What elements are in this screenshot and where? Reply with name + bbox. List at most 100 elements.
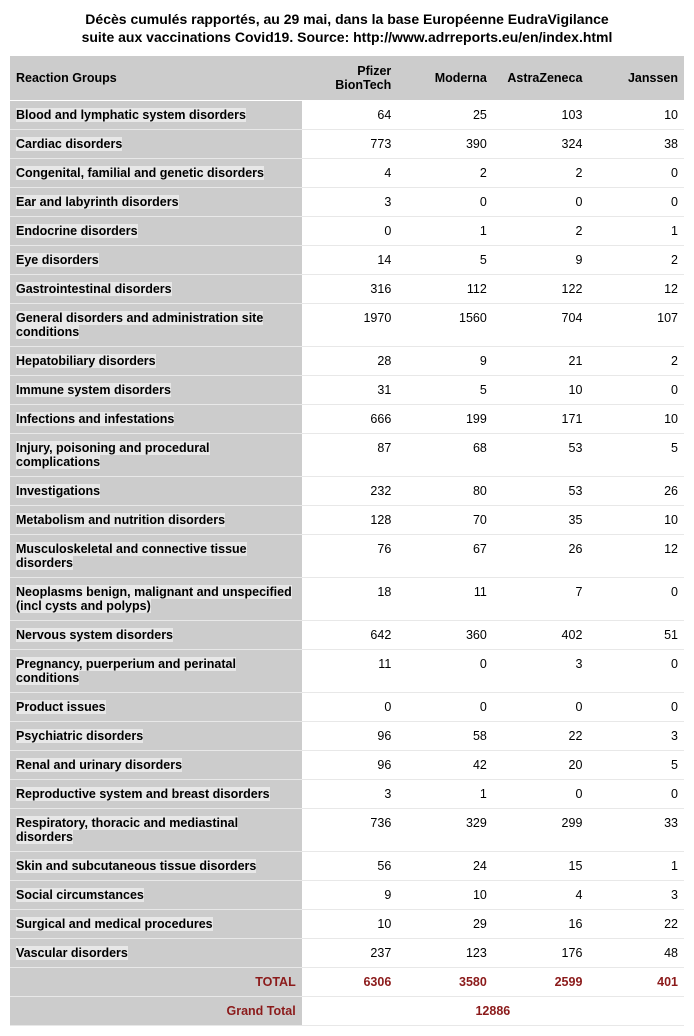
row-label: Immune system disorders — [10, 376, 302, 405]
row-label: Congenital, familial and genetic disorde… — [10, 159, 302, 188]
col-header-janssen: Janssen — [588, 56, 684, 101]
total-value: 2599 — [493, 968, 589, 997]
cell-value: 58 — [397, 722, 493, 751]
cell-value: 5 — [588, 751, 684, 780]
table-row: Neoplasms benign, malignant and unspecif… — [10, 578, 684, 621]
cell-value: 68 — [397, 434, 493, 477]
cell-value: 33 — [588, 809, 684, 852]
cell-value: 10 — [493, 376, 589, 405]
cell-value: 22 — [588, 910, 684, 939]
cell-value: 360 — [397, 621, 493, 650]
row-label: Musculoskeletal and connective tissue di… — [10, 535, 302, 578]
cell-value: 2 — [397, 159, 493, 188]
cell-value: 2 — [588, 347, 684, 376]
cell-value: 3 — [302, 780, 398, 809]
cell-value: 10 — [397, 881, 493, 910]
row-label: Ear and labyrinth disorders — [10, 188, 302, 217]
cell-value: 0 — [493, 780, 589, 809]
cell-value: 22 — [493, 722, 589, 751]
table-row: Congenital, familial and genetic disorde… — [10, 159, 684, 188]
cell-value: 42 — [397, 751, 493, 780]
cell-value: 704 — [493, 304, 589, 347]
col-header-reaction-groups: Reaction Groups — [10, 56, 302, 101]
row-label: Injury, poisoning and procedural complic… — [10, 434, 302, 477]
cell-value: 4 — [493, 881, 589, 910]
row-label: Gastrointestinal disorders — [10, 275, 302, 304]
cell-value: 80 — [397, 477, 493, 506]
cell-value: 199 — [397, 405, 493, 434]
cell-value: 76 — [302, 535, 398, 578]
cell-value: 3 — [588, 722, 684, 751]
cell-value: 123 — [397, 939, 493, 968]
cell-value: 10 — [302, 910, 398, 939]
cell-value: 5 — [588, 434, 684, 477]
row-label: Vascular disorders — [10, 939, 302, 968]
cell-value: 1 — [588, 217, 684, 246]
cell-value: 3 — [493, 650, 589, 693]
cell-value: 12 — [588, 275, 684, 304]
row-label: Product issues — [10, 693, 302, 722]
total-value: 401 — [588, 968, 684, 997]
table-row: General disorders and administration sit… — [10, 304, 684, 347]
row-label: Psychiatric disorders — [10, 722, 302, 751]
cell-value: 87 — [302, 434, 398, 477]
cell-value: 26 — [588, 477, 684, 506]
row-label: Hepatobiliary disorders — [10, 347, 302, 376]
table-row: Infections and infestations66619917110 — [10, 405, 684, 434]
col-header-astrazeneca: AstraZeneca — [493, 56, 589, 101]
table-row: Eye disorders14592 — [10, 246, 684, 275]
total-row: TOTAL630635802599401 — [10, 968, 684, 997]
grand-total-row: Grand Total12886 — [10, 997, 684, 1026]
table-row: Reproductive system and breast disorders… — [10, 780, 684, 809]
total-value: 3580 — [397, 968, 493, 997]
row-label: Metabolism and nutrition disorders — [10, 506, 302, 535]
cell-value: 329 — [397, 809, 493, 852]
table-row: Nervous system disorders64236040251 — [10, 621, 684, 650]
table-row: Metabolism and nutrition disorders128703… — [10, 506, 684, 535]
cell-value: 67 — [397, 535, 493, 578]
cell-value: 0 — [302, 217, 398, 246]
cell-value: 7 — [493, 578, 589, 621]
cell-value: 316 — [302, 275, 398, 304]
cell-value: 25 — [397, 101, 493, 130]
cell-value: 48 — [588, 939, 684, 968]
cell-value: 232 — [302, 477, 398, 506]
cell-value: 21 — [493, 347, 589, 376]
cell-value: 16 — [493, 910, 589, 939]
cell-value: 70 — [397, 506, 493, 535]
cell-value: 0 — [397, 650, 493, 693]
cell-value: 107 — [588, 304, 684, 347]
cell-value: 0 — [588, 693, 684, 722]
cell-value: 1970 — [302, 304, 398, 347]
cell-value: 176 — [493, 939, 589, 968]
header-row: Reaction Groups Pfizer BionTech Moderna … — [10, 56, 684, 101]
cell-value: 390 — [397, 130, 493, 159]
cell-value: 324 — [493, 130, 589, 159]
cell-value: 103 — [493, 101, 589, 130]
cell-value: 0 — [493, 188, 589, 217]
cell-value: 4 — [302, 159, 398, 188]
cell-value: 122 — [493, 275, 589, 304]
cell-value: 0 — [493, 693, 589, 722]
cell-value: 2 — [493, 217, 589, 246]
cell-value: 96 — [302, 751, 398, 780]
grand-total-label: Grand Total — [10, 997, 302, 1026]
row-label: Infections and infestations — [10, 405, 302, 434]
row-label: Investigations — [10, 477, 302, 506]
cell-value: 1 — [397, 780, 493, 809]
row-label: Endocrine disorders — [10, 217, 302, 246]
cell-value: 53 — [493, 477, 589, 506]
cell-value: 1560 — [397, 304, 493, 347]
table-row: Social circumstances91043 — [10, 881, 684, 910]
cell-value: 51 — [588, 621, 684, 650]
cell-value: 35 — [493, 506, 589, 535]
table-row: Vascular disorders23712317648 — [10, 939, 684, 968]
cell-value: 0 — [588, 376, 684, 405]
col-header-moderna: Moderna — [397, 56, 493, 101]
row-label: Blood and lymphatic system disorders — [10, 101, 302, 130]
cell-value: 0 — [302, 693, 398, 722]
total-label: TOTAL — [10, 968, 302, 997]
grand-total-value: 12886 — [302, 997, 684, 1026]
row-label: Surgical and medical procedures — [10, 910, 302, 939]
cell-value: 0 — [588, 780, 684, 809]
